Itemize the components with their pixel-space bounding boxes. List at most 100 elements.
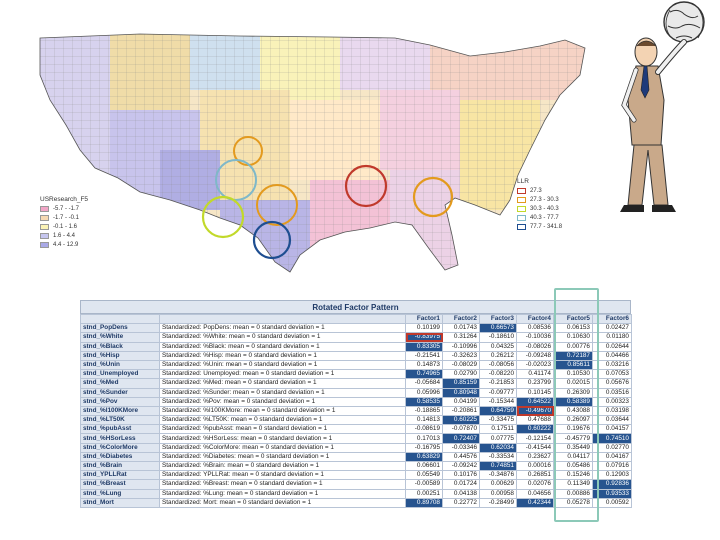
loading-cell: 0.04199 [442, 396, 480, 407]
legend-label: -0.1 - 1.6 [53, 223, 78, 230]
loading-cell: 0.14813 [405, 415, 443, 426]
variable-name: stnd_YPLLRat [80, 470, 160, 481]
loading-cell: 0.02076 [516, 479, 554, 490]
loading-cell: 0.01724 [442, 479, 480, 490]
variable-name: stnd_%I100KMore [80, 405, 160, 417]
variable-label: Standardized: %Sunder: mean = 0 standard… [159, 387, 406, 398]
variable-label: Standardized: %Pov: mean = 0 standard de… [159, 396, 406, 407]
loading-cell: -0.10996 [442, 341, 480, 352]
legend-title: USResearch_F5 [40, 196, 89, 203]
loading-cell: 0.47688 [516, 415, 554, 426]
map-legend-right: LLR 27.3 27.3 - 30.3 30.3 - 40.3 40.3 - 77.… [517, 178, 597, 231]
table-row: stnd_%HSorLess Standardized: %HSorLess: m… [80, 433, 632, 444]
legend-item: 27.3 [517, 186, 597, 195]
variable-label: Standardized: %Breast: mean = 0 standard… [159, 479, 406, 490]
variable-name: stnd_%Lung [80, 488, 160, 499]
loading-cell: -0.02023 [516, 359, 554, 371]
variable-label: Standardized: %ColorMore: mean = 0 stand… [159, 442, 406, 453]
variable-label: Standardized: Unemployed: mean = 0 stand… [159, 369, 406, 380]
loading-cell: -0.33534 [479, 451, 517, 463]
variable-name: stnd_%pubAsst [80, 424, 160, 435]
loading-cell: -0.20861 [442, 405, 480, 417]
legend-title: LLR [517, 178, 529, 185]
variable-name: stnd_%ColorMore [80, 442, 160, 453]
loading-cell: -0.00589 [405, 479, 443, 490]
legend-item: 27.3 - 30.3 [517, 195, 597, 204]
legend-label: 4.4 - 12.9 [53, 241, 79, 248]
loading-cell: -0.09248 [516, 350, 554, 361]
variable-label: Standardized: %Black: mean = 0 standard … [159, 341, 406, 352]
legend-label: -1.7 - -0.1 [53, 214, 80, 221]
loading-cell: 0.00958 [479, 488, 517, 499]
header-blank [80, 313, 160, 325]
legend-swatch [40, 232, 49, 239]
column-header: Factor4 [516, 313, 554, 325]
column-header: Factor2 [442, 313, 480, 325]
loading-cell: 0.60222 [516, 424, 554, 435]
loading-cell: -0.08619 [405, 424, 443, 435]
loading-cell: 0.00251 [405, 488, 443, 499]
variable-label: Standardized: %Lung: mean = 0 standard d… [159, 488, 406, 499]
legend-label: 77.7 - 341.8 [530, 223, 563, 230]
loading-cell: 0.89708 [405, 497, 443, 508]
loading-cell: -0.49670 [516, 405, 554, 417]
loading-cell: -0.21853 [479, 378, 517, 389]
loading-cell: 0.64522 [516, 396, 554, 407]
loading-cell: 0.14873 [405, 359, 443, 371]
variable-name: stnd_%White [80, 332, 160, 343]
loading-cell: 0.74965 [405, 369, 443, 380]
loading-cell: -0.08056 [479, 359, 517, 371]
variable-label: Standardized: %Hisp: mean = 0 standard d… [159, 350, 406, 361]
legend-item: -0.1 - 1.6 [40, 222, 130, 231]
variable-name: stnd_%Unin [80, 359, 160, 371]
loading-cell: -0.09242 [442, 460, 480, 472]
loading-cell: 0.00629 [479, 479, 517, 490]
loading-cell: 0.08536 [516, 323, 554, 334]
loading-cell: -0.28499 [479, 497, 517, 508]
loading-cell: -0.83975 [405, 332, 443, 343]
loading-cell: -0.05684 [405, 378, 443, 389]
loading-cell: 0.85159 [442, 378, 480, 389]
table-row: stnd_Mort Standardized: Mort: mean = 0 st… [80, 497, 632, 508]
loading-cell: -0.34876 [479, 470, 517, 481]
table-row: stnd_%pubAsst Standardized: %pubAsst: mea… [80, 424, 632, 435]
variable-label: Standardized: %Diabetes: mean = 0 standa… [159, 451, 406, 463]
loading-cell: 0.02790 [442, 369, 480, 380]
variable-label: Standardized: Mort: mean = 0 standard de… [159, 497, 406, 508]
legend-swatch [517, 205, 526, 212]
loading-cell: 0.05549 [405, 470, 443, 481]
loading-cell: 0.64759 [479, 405, 517, 417]
table-title: Rotated Factor Pattern [80, 300, 631, 314]
table-row: stnd_%Diabetes Standardized: %Diabetes: m… [80, 451, 632, 463]
legend-swatch [517, 196, 526, 203]
loading-cell: -0.18865 [405, 405, 443, 417]
loading-cell: 0.60225 [442, 415, 480, 426]
loading-cell: 0.41174 [516, 369, 554, 380]
factor5-highlight-box [554, 288, 599, 522]
loading-cell: -0.18610 [479, 332, 517, 343]
table-row: stnd_%Breast Standardized: %Breast: mean … [80, 479, 632, 490]
loading-cell: -0.15344 [479, 396, 517, 407]
loading-cell: 0.06601 [405, 460, 443, 472]
loading-cell: -0.41544 [516, 442, 554, 453]
variable-label: Standardized: %LT50K: mean = 0 standard … [159, 415, 406, 426]
loading-cell: -0.12154 [516, 433, 554, 444]
table-row: stnd_YPLLRat Standardized: YPLLRat: mean … [80, 470, 632, 481]
legend-item: 4.4 - 12.9 [40, 240, 130, 249]
legend-item: -5.7 - -1.7 [40, 204, 130, 213]
loading-cell: -0.33475 [479, 415, 517, 426]
legend-item: 40.3 - 77.7 [517, 213, 597, 222]
loading-cell: 0.58535 [405, 396, 443, 407]
loading-cell: 0.83305 [405, 341, 443, 352]
us-county-map [39, 33, 586, 273]
column-header: Factor3 [479, 313, 517, 325]
loading-cell: -0.08029 [442, 359, 480, 371]
variable-name: stnd_Mort [80, 497, 160, 508]
legend-swatch [517, 223, 526, 230]
column-header: Factor1 [405, 313, 443, 325]
loading-cell: 0.26851 [516, 470, 554, 481]
loading-cell: -0.09777 [479, 387, 517, 398]
loading-cell: 0.04325 [479, 341, 517, 352]
variable-name: stnd_%LT50K [80, 415, 160, 426]
cluster-circle [256, 184, 298, 226]
